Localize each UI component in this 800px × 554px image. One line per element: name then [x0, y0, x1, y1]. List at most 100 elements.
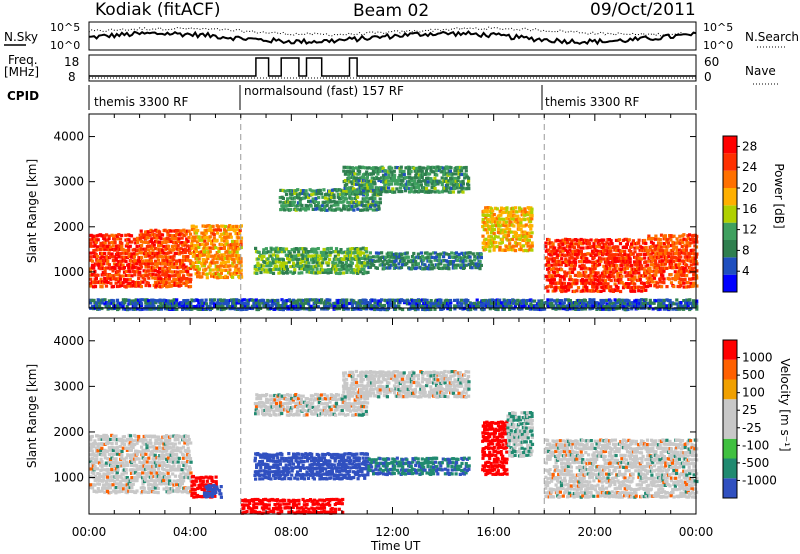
power-echo-cell-1310 [317, 258, 321, 262]
power-echo-cell-4602 [491, 305, 495, 309]
power-echo-cell-3390 [629, 286, 633, 290]
power-echo-cell-4799 [595, 303, 599, 307]
power-echo-cell-3877 [104, 304, 108, 308]
power-echo-cell-1100 [256, 257, 260, 261]
power-echo-cell-1361 [333, 264, 337, 269]
power-echo-cell-3763 [683, 252, 687, 256]
power-echo-cell-3866 [97, 307, 101, 311]
power-echo-cell-4563 [468, 304, 472, 308]
power-echo-cell-610 [172, 237, 176, 241]
power-echo-cell-949 [220, 238, 224, 242]
power-echo-cell-69 [99, 281, 103, 285]
power-echo-cell-2767 [523, 213, 527, 217]
power-echo-cell-3273 [609, 239, 613, 243]
power-echo-cell-4273 [308, 298, 312, 302]
power-echo-cell-1416 [349, 264, 353, 268]
power-echo-cell-1135 [269, 270, 273, 274]
power-echo-cell-2443 [451, 263, 456, 267]
power-echo-cell-3792 [688, 244, 692, 248]
power-echo-cell-1322 [320, 268, 325, 272]
power-echo-cell-2296 [388, 259, 392, 263]
power-echo-cell-3666 [669, 252, 673, 256]
power-echo-cell-827 [203, 253, 207, 257]
power-echo-cell-764 [193, 239, 197, 243]
power-echo-cell-917 [215, 251, 219, 255]
power-echo-cell-3213 [602, 252, 606, 256]
power-echo-cell-2150 [440, 170, 444, 174]
power-echo-cell-1987 [397, 179, 401, 183]
power-echo-cell-1731 [363, 199, 367, 203]
power-echo-cell-3194 [599, 259, 603, 263]
power-echo-cell-1664 [340, 196, 345, 200]
power-echo-cell-4384 [370, 307, 374, 311]
power-echo-cell-3498 [644, 271, 648, 275]
power-echo-cell-2884 [554, 274, 558, 278]
power-echo-cell-1241 [300, 271, 304, 275]
power-echo-cell-3459 [638, 278, 642, 282]
power-echo-cell-3652 [666, 241, 671, 245]
power-echo-cell-3930 [134, 307, 138, 311]
power-echo-cell-2236 [463, 172, 467, 176]
power-echo-cell-4211 [276, 298, 280, 302]
power-echo-cell-1404 [346, 268, 350, 272]
power-echo-cell-1638 [332, 195, 336, 200]
power-echo-cell-1477 [364, 247, 368, 251]
power-echo-cell-4339 [345, 298, 349, 302]
power-echo-cell-3008 [573, 267, 577, 271]
power-echo-cell-4262 [302, 307, 306, 311]
power-echo-cell-1899 [373, 182, 377, 186]
power-echo-cell-3306 [615, 253, 619, 257]
power-echo-cell-406 [146, 230, 150, 234]
power-echo-cell-667 [179, 247, 183, 251]
power-echo-cell-1303 [315, 264, 319, 268]
power-echo-cell-1846 [359, 190, 363, 194]
power-echo-cell-441 [152, 266, 156, 270]
power-echo-cell-1774 [377, 204, 381, 208]
power-echo-cell-1963 [390, 182, 394, 186]
power-echo-cell-4919 [659, 304, 663, 308]
power-echo-cell-395 [147, 276, 151, 280]
power-echo-cell-1648 [336, 203, 340, 207]
power-echo-cell-654 [178, 265, 182, 269]
nsearch-label: N.Search [745, 30, 799, 44]
power-echo-cell-349 [140, 274, 144, 278]
power-echo-cell-4186 [263, 304, 267, 308]
power-echo-cell-2029 [408, 176, 412, 180]
power-echo-cell-1145 [271, 271, 276, 275]
power-echo-cell-4123 [231, 304, 235, 308]
power-echo-cell-4632 [505, 304, 509, 308]
power-echo-cell-4108 [222, 298, 226, 302]
power-echo-cell-2231 [461, 190, 465, 194]
power-echo-cell-1023 [231, 249, 235, 254]
power-echo-cell-2646 [503, 248, 507, 252]
power-echo-cell-84 [100, 263, 104, 267]
power-echo-cell-2387 [426, 255, 430, 260]
power-echo-cell-155 [112, 284, 116, 289]
power-echo-cell-4474 [417, 301, 421, 306]
power-echo-cell-665 [179, 259, 183, 263]
power-echo-cell-3963 [149, 304, 153, 308]
power-echo-cell-964 [222, 246, 226, 250]
power-echo-cell-4060 [197, 301, 201, 305]
power-echo-cell-2886 [554, 263, 558, 267]
power-echo-cell-3255 [607, 261, 611, 265]
power-echo-cell-4738 [564, 305, 568, 309]
power-echo-cell-2560 [486, 206, 490, 210]
power-echo-cell-2609 [496, 235, 500, 239]
power-echo-cell-2380 [423, 256, 427, 260]
power-echo-cell-3974 [155, 307, 159, 311]
power-echo-cell-946 [219, 253, 223, 257]
power-echo-cell-1628 [329, 204, 333, 208]
power-echo-cell-1305 [315, 258, 319, 262]
power-echo-cell-919 [215, 231, 220, 235]
power-echo-cell-1740 [365, 208, 370, 212]
power-echo-cell-4392 [373, 298, 377, 302]
power-echo-cell-4491 [425, 298, 429, 302]
power-echo-cell-3479 [641, 267, 645, 271]
power-echo-cell-2838 [547, 248, 551, 252]
power-echo-cell-4025 [180, 304, 185, 308]
power-echo-cell-3189 [599, 289, 603, 293]
power-echo-cells [89, 165, 699, 312]
power-echo-cell-2952 [564, 259, 568, 263]
power-echo-cell-939 [218, 228, 222, 232]
